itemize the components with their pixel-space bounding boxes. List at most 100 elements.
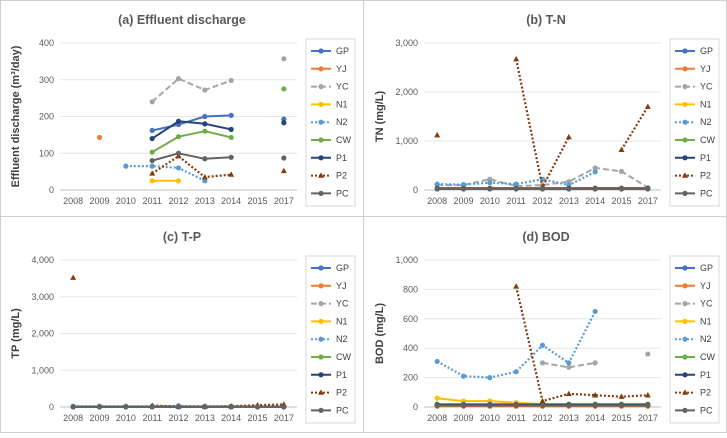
data-point — [255, 404, 260, 409]
data-point — [176, 119, 181, 124]
y-tick-label: 1,000 — [395, 136, 418, 146]
legend-label: N1 — [700, 99, 712, 109]
y-tick-label: 100 — [39, 148, 54, 158]
data-point — [645, 351, 650, 356]
legend-label: PC — [700, 405, 713, 415]
legend-label: N1 — [336, 99, 348, 109]
data-point — [619, 169, 624, 174]
legend-box — [306, 39, 355, 206]
legend-swatch-marker — [318, 102, 323, 107]
data-point — [150, 178, 155, 183]
legend-swatch-marker — [318, 372, 323, 377]
y-axis-label: TP (mg/L) — [10, 308, 22, 359]
x-tick-label: 2010 — [480, 413, 500, 423]
data-point — [540, 403, 545, 408]
x-tick-label: 2015 — [247, 413, 267, 423]
legend-swatch-marker — [682, 372, 687, 377]
data-point — [176, 178, 181, 183]
data-point — [435, 403, 440, 408]
legend-label: CW — [700, 135, 715, 145]
y-tick-label: 300 — [39, 75, 54, 85]
data-point — [566, 403, 571, 408]
data-point — [487, 403, 492, 408]
legend-label: P2 — [336, 388, 347, 398]
x-tick-label: 2012 — [532, 413, 552, 423]
y-axis-label: TN (mg/L) — [374, 91, 386, 143]
legend-label: PC — [700, 188, 713, 198]
series-yj — [97, 135, 102, 140]
legend-swatch-marker — [682, 137, 687, 142]
y-tick-label: 1,000 — [395, 255, 418, 265]
data-point — [150, 99, 155, 104]
data-point — [97, 404, 102, 409]
data-point — [540, 186, 545, 191]
y-tick-label: 800 — [403, 284, 418, 294]
chart-title: (c) T-P — [163, 230, 201, 244]
x-tick-label: 2014 — [221, 413, 241, 423]
x-tick-label: 2015 — [611, 413, 631, 423]
legend-label: YJ — [336, 281, 347, 291]
legend-swatch-marker — [682, 319, 687, 324]
data-point — [566, 360, 571, 365]
data-point — [593, 169, 598, 174]
data-point — [619, 403, 624, 408]
data-point — [281, 56, 286, 61]
data-point — [150, 404, 155, 409]
legend-label: N2 — [336, 334, 348, 344]
y-tick-label: 400 — [39, 38, 54, 48]
y-tick-label: 0 — [413, 402, 418, 412]
legend-swatch-marker — [318, 319, 323, 324]
x-tick-label: 2017 — [638, 413, 658, 423]
x-tick-label: 2014 — [585, 413, 605, 423]
legend-label: GP — [700, 46, 713, 56]
legend-swatch-marker — [682, 120, 687, 125]
y-axis-label: BOD (mg/L) — [374, 303, 386, 364]
legend-swatch-marker — [682, 265, 687, 270]
data-point — [202, 156, 207, 161]
legend-swatch-marker — [682, 48, 687, 53]
data-point — [176, 165, 181, 170]
y-tick-label: 4,000 — [31, 255, 54, 265]
data-point — [435, 359, 440, 364]
legend-swatch-marker — [318, 66, 323, 71]
data-point — [176, 151, 181, 156]
data-point — [645, 186, 650, 191]
x-tick-label: 2011 — [506, 196, 525, 206]
y-tick-label: 400 — [403, 343, 418, 353]
legend-label: CW — [336, 352, 351, 362]
data-point — [435, 396, 440, 401]
x-tick-label: 2012 — [168, 413, 188, 423]
legend-swatch-marker — [682, 155, 687, 160]
x-tick-label: 2015 — [247, 196, 267, 206]
y-tick-label: 0 — [49, 402, 54, 412]
y-tick-label: 0 — [413, 185, 418, 195]
legend-box — [670, 256, 719, 423]
legend-label: N1 — [700, 316, 712, 326]
legend-label: N2 — [336, 117, 348, 127]
data-point — [202, 404, 207, 409]
data-point — [487, 186, 492, 191]
data-point — [461, 403, 466, 408]
legend-swatch-marker — [318, 337, 323, 342]
data-point — [487, 180, 492, 185]
legend-label: N2 — [700, 334, 712, 344]
data-point — [461, 186, 466, 191]
x-tick-label: 2013 — [559, 196, 579, 206]
x-tick-label: 2012 — [532, 196, 552, 206]
legend-swatch-marker — [682, 102, 687, 107]
data-point — [150, 150, 155, 155]
legend-label: CW — [700, 352, 715, 362]
legend-label: P2 — [700, 388, 711, 398]
legend-swatch-marker — [318, 301, 323, 306]
x-tick-label: 2008 — [63, 413, 83, 423]
y-tick-label: 200 — [39, 112, 54, 122]
data-point — [593, 309, 598, 314]
data-point — [645, 403, 650, 408]
legend-swatch-marker — [318, 84, 323, 89]
legend-label: P2 — [700, 171, 711, 181]
data-point — [435, 186, 440, 191]
data-point — [202, 87, 207, 92]
y-tick-label: 200 — [403, 373, 418, 383]
